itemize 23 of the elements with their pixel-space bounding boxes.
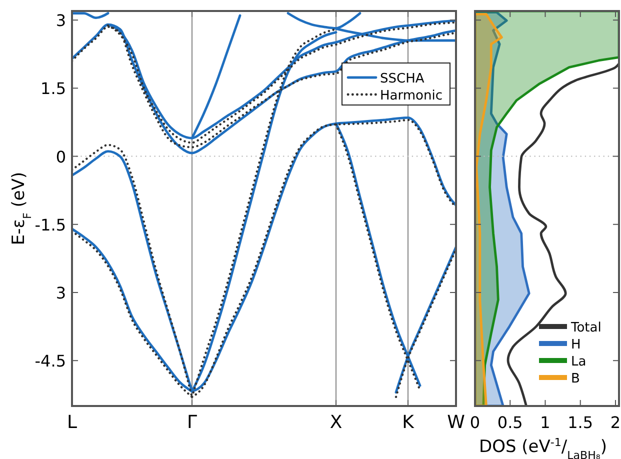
legend-label: Total bbox=[570, 320, 602, 336]
x-tick-label: K bbox=[402, 412, 416, 433]
x-tick-label: Γ bbox=[186, 412, 198, 433]
legend-label: Harmonic bbox=[380, 88, 442, 104]
y-tick-label: 3 bbox=[56, 283, 66, 302]
x-tick-label: X bbox=[330, 412, 342, 433]
x-tick-label: 0.5 bbox=[497, 413, 523, 432]
x-tick-label: 1 bbox=[540, 413, 550, 432]
y-tick-label: -1.5 bbox=[34, 215, 66, 234]
y-tick-label: 1.5 bbox=[40, 79, 66, 98]
x-tick-label: 0 bbox=[470, 413, 480, 432]
legend-label: H bbox=[571, 338, 581, 352]
legend-label: La bbox=[571, 354, 586, 370]
y-tick-label: -4.5 bbox=[34, 352, 66, 371]
x-tick-label: 1.5 bbox=[568, 413, 594, 432]
x-tick-label: W bbox=[447, 412, 466, 433]
x-tick-label: 2 bbox=[610, 413, 621, 432]
y-tick-label: 0 bbox=[56, 147, 66, 166]
legend-label: SSCHA bbox=[380, 72, 424, 86]
legend-label: B bbox=[571, 372, 580, 386]
x-tick-label: L bbox=[66, 412, 78, 433]
y-tick-label: 3 bbox=[56, 11, 66, 30]
x-axis-title: DOS (eV$^{-1}$/$_{LaBH₈}$) bbox=[478, 436, 608, 459]
